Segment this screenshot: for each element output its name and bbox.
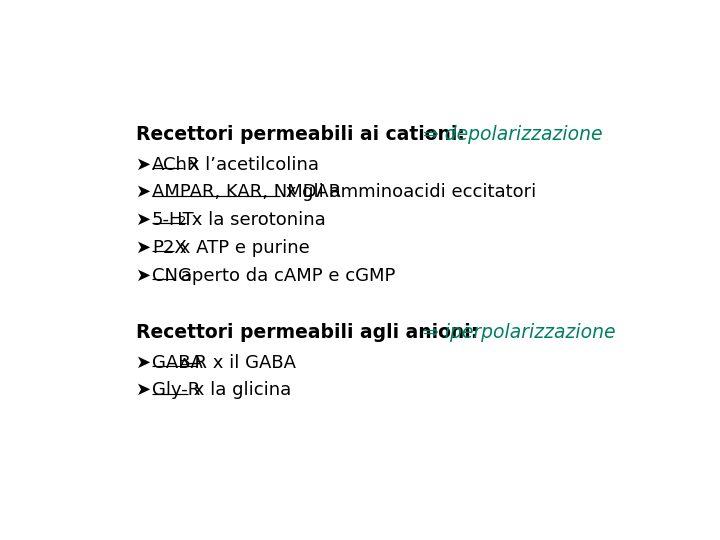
Text: x la glicina: x la glicina <box>188 381 291 399</box>
Text: aperto da cAMP e cGMP: aperto da cAMP e cGMP <box>175 267 395 285</box>
Text: Recettori permeabili ai cationi:: Recettori permeabili ai cationi: <box>137 125 465 144</box>
Text: Gly-R: Gly-R <box>152 381 200 399</box>
Text: ➤: ➤ <box>137 211 152 229</box>
Text: ➤: ➤ <box>137 239 152 257</box>
Text: AChR: AChR <box>152 156 200 174</box>
Text: Recettori permeabili agli anioni:: Recettori permeabili agli anioni: <box>137 323 479 342</box>
Text: A: A <box>180 357 189 370</box>
Text: 5-HT: 5-HT <box>152 211 194 229</box>
Text: GABA: GABA <box>152 354 203 372</box>
Text: ➤: ➤ <box>137 381 152 399</box>
Text: x ATP e purine: x ATP e purine <box>174 239 310 257</box>
Text: ⇒ depolarizzazione: ⇒ depolarizzazione <box>423 125 603 144</box>
Text: CNG: CNG <box>152 267 192 285</box>
Text: ➤: ➤ <box>137 184 152 201</box>
Text: -R x il GABA: -R x il GABA <box>189 354 297 372</box>
Text: ➤: ➤ <box>137 354 152 372</box>
Text: ➤: ➤ <box>137 267 152 285</box>
Text: ➤: ➤ <box>137 156 152 174</box>
Text: 2: 2 <box>178 215 186 228</box>
Text: P2X: P2X <box>152 239 186 257</box>
Text: ⇒ iperpolarizzazione: ⇒ iperpolarizzazione <box>423 323 616 342</box>
Text: x l’acetilcolina: x l’acetilcolina <box>183 156 319 174</box>
Text: x la serotonina: x la serotonina <box>186 211 326 229</box>
Text: x gli amminoacidi eccitatori: x gli amminoacidi eccitatori <box>280 184 536 201</box>
Text: AMPAR, KAR, NMDAR: AMPAR, KAR, NMDAR <box>152 184 341 201</box>
